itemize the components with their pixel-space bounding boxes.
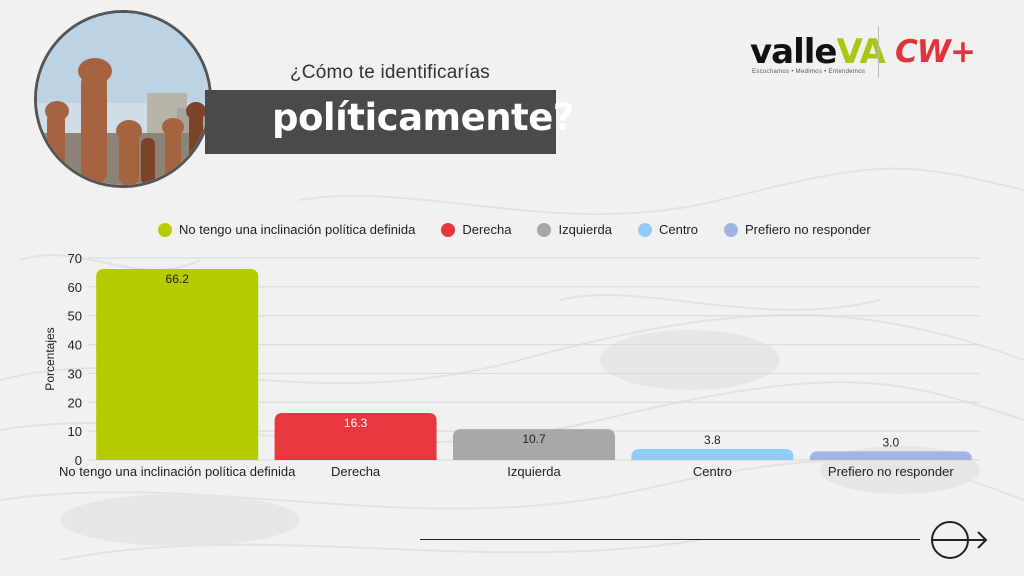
y-tick-label: 70 (68, 251, 82, 266)
y-tick-label: 50 (68, 309, 82, 324)
legend-swatch-none (158, 222, 172, 237)
bar-value-label: 3.8 (704, 433, 721, 447)
legend-swatch-no-responder (724, 222, 738, 237)
valleva-logo-suffix: VA (836, 32, 885, 72)
title-bar (205, 90, 556, 154)
y-tick-label: 60 (68, 280, 82, 295)
legend-label-derecha: Derecha (462, 222, 512, 237)
x-tick-label: Prefiero no responder (828, 464, 954, 479)
legend-item-centro: Centro (637, 222, 698, 237)
valleva-tagline: Escuchamos • Medimos • Entendemos (752, 69, 866, 75)
y-axis-label: Porcentajes (43, 327, 57, 390)
logo-divider (878, 26, 879, 78)
legend-item-none: No tengo una inclinación política defini… (158, 222, 415, 237)
legend-swatch-derecha (441, 222, 456, 237)
bar-value-label: 10.7 (522, 432, 546, 446)
page-title: políticamente? (272, 96, 574, 139)
legend-label-centro: Centro (658, 222, 698, 237)
y-tick-label: 20 (68, 395, 82, 410)
bar-value-label: 3.0 (882, 435, 899, 449)
cw-plus-logo: CW+ (895, 34, 976, 70)
valleva-logo-prefix: valle (750, 32, 837, 72)
bar (274, 412, 437, 460)
bar-value-label: 16.3 (344, 416, 368, 430)
y-tick-label: 0 (75, 453, 82, 468)
legend-item-izquierda: Izquierda (537, 222, 612, 237)
valleva-logo: valleVA (750, 32, 886, 72)
chart-legend: No tengo una inclinación política defini… (158, 222, 897, 237)
legend-swatch-izquierda (537, 222, 552, 237)
bar-value-label: 66.2 (166, 272, 190, 286)
y-tick-label: 10 (68, 424, 82, 439)
legend-item-no-responder: Prefiero no responder (724, 222, 871, 237)
question-line-1: ¿Cómo te identificarías (290, 62, 490, 83)
arrow-right-icon[interactable] (928, 520, 990, 560)
legend-label-no-responder: Prefiero no responder (745, 222, 871, 237)
x-tick-label: Derecha (331, 464, 381, 479)
bar (96, 268, 259, 460)
x-tick-label: Centro (693, 464, 732, 479)
bar (809, 451, 972, 460)
x-tick-label: Izquierda (507, 464, 561, 479)
y-tick-label: 30 (68, 366, 82, 381)
footer-line (420, 539, 920, 540)
bar (631, 449, 794, 460)
legend-label-none: No tengo una inclinación política defini… (179, 222, 416, 237)
bar (453, 429, 615, 460)
legend-label-izquierda: Izquierda (558, 222, 612, 237)
legend-item-derecha: Derecha (441, 222, 511, 237)
x-tick-label: No tengo una inclinación política defini… (59, 464, 296, 479)
legend-swatch-centro (637, 222, 652, 237)
y-tick-label: 40 (68, 338, 82, 353)
